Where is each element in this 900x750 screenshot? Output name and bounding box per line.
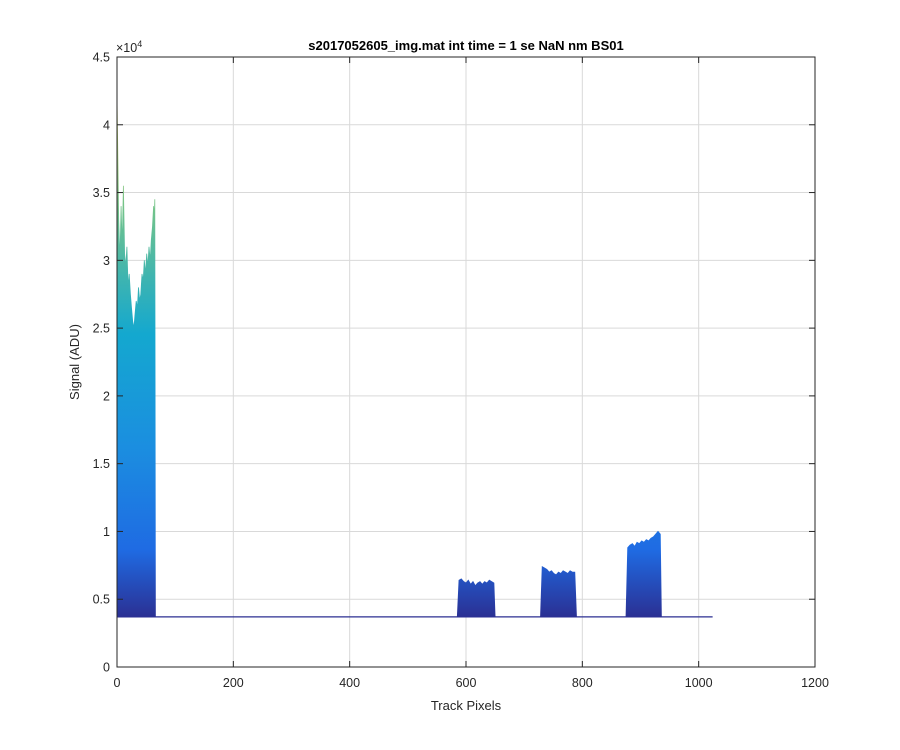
y-tick-label: 2.5 — [93, 322, 110, 336]
series-area-2 — [456, 578, 496, 618]
y-tick-label: 4.5 — [93, 51, 110, 65]
x-tick-label: 400 — [339, 676, 360, 690]
series-layer — [116, 97, 713, 618]
x-tick-label: 0 — [114, 676, 121, 690]
y-tick-label: 3 — [103, 254, 110, 268]
chart-title: s2017052605_img.mat int time = 1 se NaN … — [308, 38, 623, 53]
y-tick-label: 2 — [103, 389, 110, 403]
y-tick-label: 0.5 — [93, 593, 110, 607]
y-exponent-label: ×104 — [116, 39, 142, 55]
y-axis-ticks: 0 0.5 1 1.5 2 2.5 3 3.5 4 4.5 — [93, 51, 815, 675]
y-exponent-base: ×10 — [116, 41, 137, 55]
x-tick-label: 800 — [572, 676, 593, 690]
series-area-3 — [540, 566, 577, 618]
grid — [117, 57, 815, 667]
x-axis-label: Track Pixels — [431, 698, 502, 713]
x-tick-label: 1200 — [801, 676, 829, 690]
x-axis-ticks: 0 200 400 600 800 1000 1200 — [114, 57, 829, 690]
y-tick-label: 4 — [103, 118, 110, 132]
y-exponent-power: 4 — [137, 39, 142, 49]
y-tick-label: 1 — [103, 525, 110, 539]
x-tick-label: 200 — [223, 676, 244, 690]
series-area-4 — [625, 530, 662, 618]
x-tick-label: 1000 — [685, 676, 713, 690]
y-tick-label: 0 — [103, 661, 110, 675]
y-axis-label: Signal (ADU) — [67, 324, 82, 400]
series-area-1 — [116, 97, 156, 618]
y-tick-label: 3.5 — [93, 186, 110, 200]
y-tick-label: 1.5 — [93, 457, 110, 471]
x-tick-label: 600 — [456, 676, 477, 690]
